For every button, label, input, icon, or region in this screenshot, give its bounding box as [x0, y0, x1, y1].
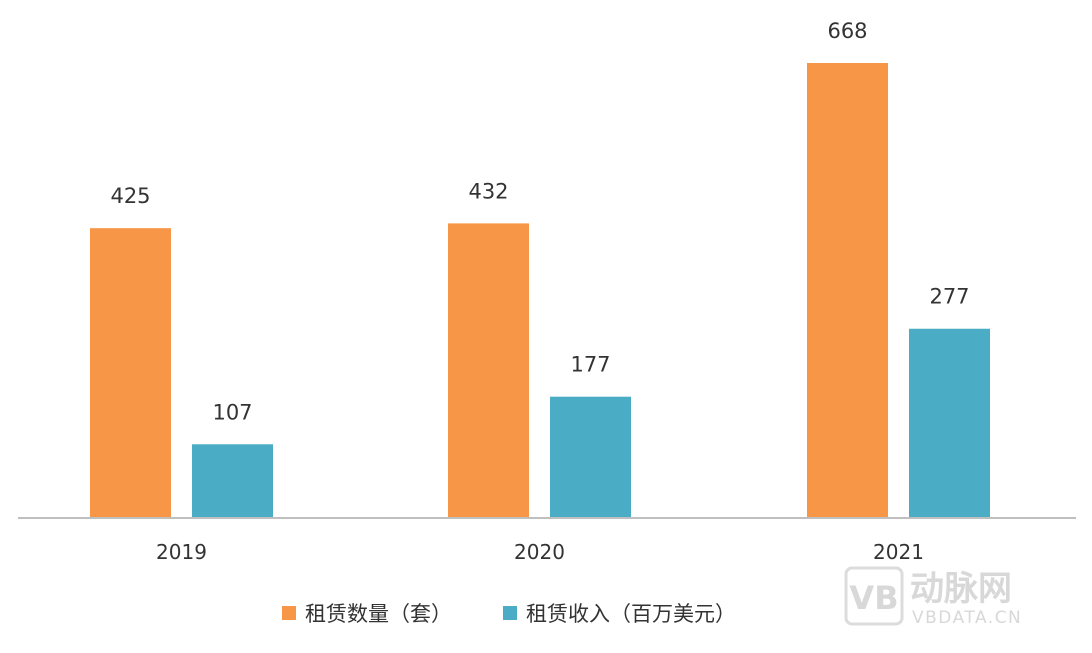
legend-swatch-leasing-revenue — [503, 606, 517, 620]
value-labels-layer: 425 107 432 177 668 277 — [110, 19, 969, 424]
bar-leasing-count-2019 — [90, 228, 171, 517]
value-label-leasing-count-2019: 425 — [110, 184, 150, 208]
value-label-leasing-count-2021: 668 — [827, 19, 867, 43]
watermark-site: VBDATA.CN — [912, 608, 1022, 628]
bar-leasing-revenue-2019 — [192, 444, 273, 517]
legend: 租赁数量（套） 租赁收入（百万美元） — [282, 602, 736, 626]
watermark-name: 动脉网 — [910, 569, 1012, 609]
x-tick-labels-layer: 2019 2020 2021 — [156, 540, 924, 564]
bars-layer — [90, 63, 990, 517]
value-label-leasing-revenue-2019: 107 — [212, 400, 252, 424]
value-label-leasing-revenue-2021: 277 — [929, 285, 969, 309]
value-label-leasing-revenue-2020: 177 — [570, 353, 610, 377]
legend-label-leasing-revenue: 租赁收入（百万美元） — [526, 602, 736, 626]
bar-leasing-revenue-2020 — [550, 396, 631, 517]
legend-label-leasing-count: 租赁数量（套） — [305, 602, 452, 626]
watermark-logo-text: VB — [849, 579, 898, 617]
x-tick-label-2019: 2019 — [156, 540, 207, 564]
x-tick-label-2020: 2020 — [514, 540, 565, 564]
value-label-leasing-count-2020: 432 — [468, 179, 508, 203]
vbdata-watermark: VB 动脉网 VBDATA.CN — [844, 566, 1022, 628]
legend-swatch-leasing-count — [282, 606, 296, 620]
bar-leasing-revenue-2021 — [909, 328, 990, 517]
x-tick-label-2021: 2021 — [873, 540, 924, 564]
bar-leasing-count-2021 — [807, 63, 888, 517]
watermark-logo-box — [844, 566, 904, 626]
bar-leasing-count-2020 — [448, 223, 529, 517]
